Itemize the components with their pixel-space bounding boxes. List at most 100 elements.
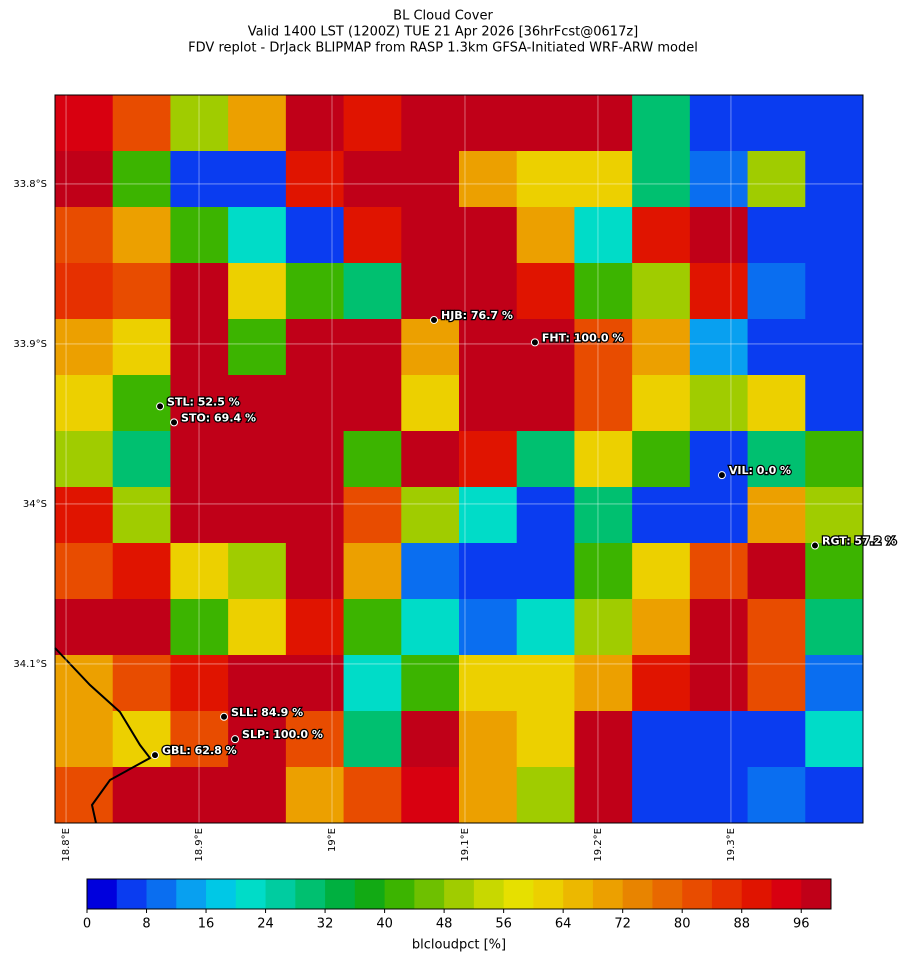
cell [632, 95, 691, 152]
cell [170, 95, 229, 152]
colorbar-tick-label: 32 [317, 917, 334, 932]
cell [170, 711, 229, 768]
station-label: HJB: 76.7 % [441, 309, 513, 322]
cell [285, 487, 345, 544]
cell [170, 543, 229, 600]
map [55, 95, 864, 824]
station [151, 751, 160, 760]
cell [228, 767, 287, 824]
cell [747, 767, 806, 824]
cell [112, 487, 171, 544]
cell [112, 95, 171, 152]
cell [516, 543, 575, 600]
cell [112, 599, 171, 656]
cell [747, 711, 806, 768]
x-tick-label: 19°E [327, 828, 338, 852]
cell [689, 767, 749, 824]
cell [632, 599, 691, 656]
cell [689, 543, 749, 600]
cell [689, 375, 749, 432]
cell [574, 767, 633, 824]
cell [343, 655, 402, 712]
cell [55, 263, 114, 320]
cell [632, 655, 691, 712]
map-frame [54, 94, 864, 824]
cell [170, 263, 229, 320]
station-label: FHT: 100.0 % [542, 331, 624, 344]
cell [459, 711, 518, 768]
colorbar-bin [354, 879, 386, 909]
station [717, 471, 726, 480]
cell [805, 543, 864, 600]
cell [516, 487, 575, 544]
chart-title: BL Cloud Cover [393, 9, 493, 24]
colorbar-bin [414, 879, 445, 909]
cell [112, 263, 171, 320]
cell [689, 207, 749, 264]
cell [574, 431, 633, 488]
cell [805, 711, 864, 768]
cell [805, 767, 864, 824]
station [530, 338, 539, 347]
cell [228, 151, 287, 208]
y-tick-label: 34.1°S [13, 659, 47, 670]
cell [805, 207, 864, 264]
cell [285, 319, 345, 376]
cell [343, 151, 402, 208]
cell [343, 487, 402, 544]
cell [170, 151, 229, 208]
coastline [54, 647, 152, 824]
station [231, 735, 240, 744]
station [156, 402, 165, 411]
cell [228, 95, 287, 152]
cell [401, 431, 460, 488]
cell [55, 319, 114, 376]
colorbar-bin [682, 879, 713, 909]
cell [632, 767, 691, 824]
y-tick-label: 33.9°S [13, 339, 47, 350]
cell [343, 95, 402, 152]
cell [343, 319, 402, 376]
colorbar-bin [384, 879, 415, 909]
colorbar-tick-label: 8 [142, 917, 150, 932]
cell [228, 655, 287, 712]
cell [55, 767, 114, 824]
cell [228, 543, 287, 600]
cell [285, 655, 345, 712]
colorbar-bin [235, 879, 267, 909]
cell [170, 375, 229, 432]
x-tick-label: 18.9°E [194, 828, 205, 862]
cell [285, 263, 345, 320]
colorbar-bin [592, 879, 624, 909]
colorbar-bin [265, 879, 296, 909]
cell [459, 207, 518, 264]
cell [228, 599, 287, 656]
station [810, 541, 819, 550]
cell [747, 655, 806, 712]
station [170, 418, 179, 427]
cell [55, 95, 114, 152]
cell [343, 711, 402, 768]
chart-subtitle: FDV replot - DrJack BLIPMAP from RASP 1.… [188, 41, 698, 56]
cell [285, 375, 345, 432]
colorbar-label: blcloudpct [%] [412, 938, 506, 953]
cell [516, 95, 575, 152]
cell [516, 711, 575, 768]
cell [689, 319, 749, 376]
station-label: GBL: 62.8 % [162, 744, 237, 757]
cell [401, 375, 460, 432]
colorbar-bin [652, 879, 683, 909]
cell [343, 431, 402, 488]
cell [112, 151, 171, 208]
cell [805, 95, 864, 152]
cell [632, 319, 691, 376]
cell [805, 263, 864, 320]
y-tick-label: 34°S [23, 499, 47, 510]
cell [55, 655, 114, 712]
cell [689, 487, 749, 544]
cell [343, 263, 402, 320]
cell [747, 319, 806, 376]
colorbar-bin [206, 879, 237, 909]
station-label: STO: 69.4 % [181, 411, 256, 424]
colorbar-frame [86, 878, 832, 910]
